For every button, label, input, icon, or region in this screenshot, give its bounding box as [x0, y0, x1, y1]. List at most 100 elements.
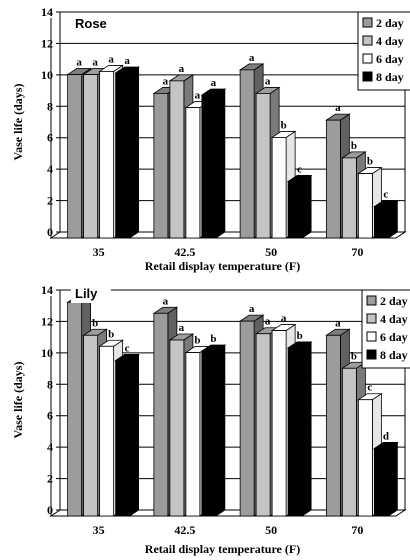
legend-swatch	[362, 17, 373, 28]
legend-swatch	[366, 295, 377, 306]
y-tick-label: 2	[47, 194, 53, 208]
bar-front-face	[287, 181, 303, 239]
legend-label: 8 day	[380, 348, 408, 362]
bar-front-face	[373, 206, 389, 239]
bar-front-face	[83, 334, 99, 517]
chart-title: Rose	[75, 16, 107, 31]
x-tick-label: 50	[265, 245, 277, 259]
significance-label: b	[92, 317, 98, 329]
legend-label: 8 day	[376, 70, 404, 84]
significance-label: a	[92, 57, 98, 69]
bar	[200, 344, 227, 517]
legend: 2 day 4 day 6 day 8 day	[357, 11, 410, 91]
legend-item: 4 day	[366, 312, 408, 326]
y-tick-label: 10	[41, 346, 53, 360]
bar-side-face	[387, 199, 398, 239]
bar-front-face	[99, 71, 115, 239]
x-tick-label: 35	[93, 245, 105, 259]
significance-label: a	[195, 90, 201, 102]
bar-front-face	[255, 93, 271, 239]
y-axis-label: Vase life (days)	[11, 84, 25, 161]
y-tick-label: 14	[41, 5, 53, 19]
bar-front-face	[67, 301, 83, 517]
x-tick-label: 70	[351, 245, 363, 259]
significance-label: b	[194, 335, 200, 347]
bar-front-face	[239, 320, 255, 517]
legend-label: 4 day	[380, 312, 408, 326]
bar-front-face	[271, 137, 287, 239]
significance-label: a	[76, 57, 82, 69]
legend-label: 6 day	[376, 52, 404, 66]
bar-side-face	[129, 353, 140, 517]
bar	[114, 66, 140, 239]
bar	[286, 174, 313, 239]
significance-label: a	[265, 316, 271, 328]
bar-front-face	[373, 448, 389, 517]
x-tick-label: 42.5	[174, 245, 195, 259]
x-tick-label: 50	[265, 523, 277, 537]
bar-front-face	[357, 399, 373, 517]
bar-front-face	[153, 93, 169, 239]
y-tick-label: 4	[47, 440, 53, 454]
bar-side-face	[301, 341, 312, 517]
significance-label: a	[335, 102, 341, 114]
significance-label: a	[335, 317, 341, 329]
significance-label: c	[383, 189, 388, 201]
x-axis-label: Retail display temperature (F)	[145, 542, 300, 556]
bar-front-face	[83, 74, 99, 239]
y-tick-label: 14	[41, 283, 53, 297]
significance-label: b	[367, 156, 373, 168]
y-tick-label: 2	[47, 472, 53, 486]
panel-title: Lily	[71, 285, 111, 303]
significance-label: a	[108, 53, 114, 65]
y-tick-label: 10	[41, 68, 53, 82]
legend: 2 day 4 day 6 day 8 day	[361, 289, 410, 369]
bar-front-face	[341, 367, 357, 517]
chart-title: Lily	[75, 286, 98, 301]
significance-label: c	[297, 163, 302, 175]
legend-label: 2 day	[376, 16, 404, 30]
legend-item: 2 day	[366, 294, 408, 308]
legend-swatch	[362, 53, 373, 64]
bar-front-face	[67, 74, 83, 239]
significance-label: a	[163, 75, 169, 87]
legend-label: 4 day	[376, 34, 404, 48]
bar-front-face	[99, 345, 115, 517]
x-axis-label: Retail display temperature (F)	[145, 259, 300, 273]
significance-label: d	[383, 430, 389, 442]
bar-side-face	[387, 441, 398, 517]
significance-label: b	[297, 330, 303, 342]
bar-side-face	[129, 66, 140, 239]
significance-label: b	[281, 119, 287, 131]
bar-side-face	[301, 174, 312, 239]
bar	[114, 353, 140, 517]
bar	[200, 88, 227, 239]
y-tick-label: 4	[47, 162, 53, 176]
bar-front-face	[201, 350, 217, 517]
legend-item: 8 day	[362, 70, 404, 84]
bar-front-face	[169, 339, 185, 517]
bar	[373, 441, 399, 517]
bar-side-face	[215, 344, 226, 517]
significance-label: a	[179, 322, 185, 334]
bar-front-face	[115, 360, 131, 517]
legend-item: 4 day	[362, 34, 404, 48]
legend-swatch	[362, 35, 373, 46]
significance-label: b	[108, 328, 114, 340]
chart-panel-lily: 02468101214abbc35aabb42.5aaab50abcd70Ret…	[11, 283, 410, 556]
significance-label: c	[367, 382, 372, 394]
legend-swatch	[366, 331, 377, 342]
significance-label: a	[249, 303, 255, 315]
panel-title: Rose	[71, 15, 111, 33]
y-tick-label: 6	[47, 409, 53, 423]
legend-swatch	[366, 313, 377, 324]
bar-front-face	[357, 173, 373, 239]
y-tick-label: 8	[47, 99, 53, 113]
y-tick-label: 12	[41, 314, 53, 328]
bar-side-face	[215, 88, 226, 239]
significance-label: b	[210, 333, 216, 345]
significance-label: b	[351, 140, 357, 152]
significance-label: a	[211, 77, 217, 89]
significance-label: a	[124, 55, 130, 67]
